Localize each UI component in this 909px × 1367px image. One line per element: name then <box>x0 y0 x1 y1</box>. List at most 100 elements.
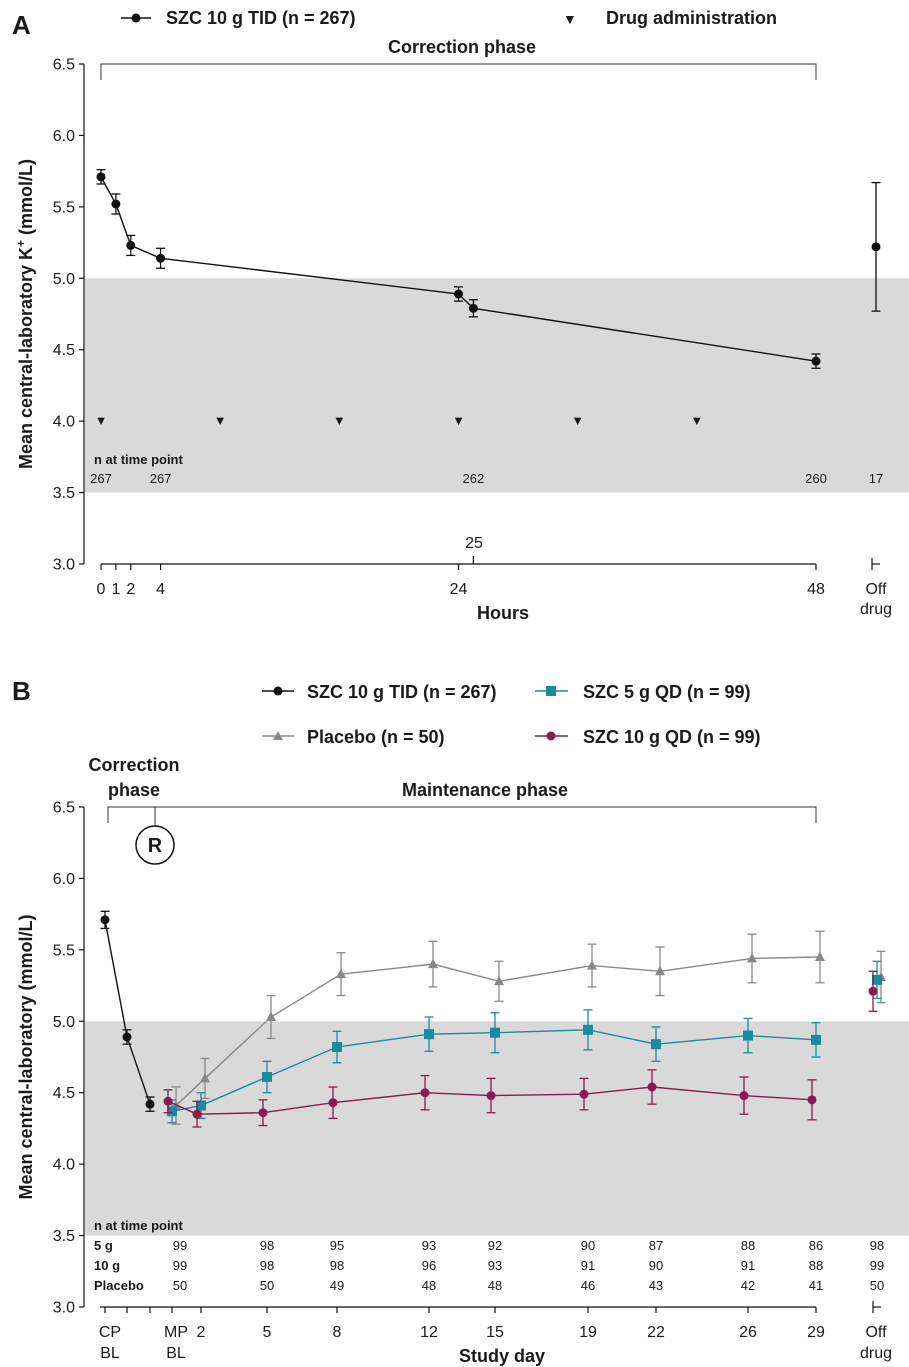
legend-marker-placebo <box>273 731 283 740</box>
n-value-a: 267 <box>150 471 172 486</box>
data-point-square-1a8a9e <box>424 1029 434 1040</box>
n-value-b: 90 <box>581 1238 595 1253</box>
y-axis-title-b: Mean central-laboratory (mmol/L) <box>16 914 36 1199</box>
data-point-triangle-888888 <box>200 1072 210 1083</box>
panel-letter-b: B <box>12 676 31 706</box>
panel-letter-a: A <box>12 10 31 40</box>
x-tick-label-b: 2 <box>197 1324 206 1341</box>
normal-range-band-a <box>85 278 909 493</box>
x-tick-label-b: 26 <box>739 1324 757 1341</box>
n-value-b: 48 <box>422 1278 436 1293</box>
n-value-b: 98 <box>260 1238 274 1253</box>
data-point-circle-8b1a4e <box>647 1082 657 1092</box>
series-line-square-1a8a9e <box>171 1029 817 1112</box>
n-value-b: 91 <box>741 1258 755 1273</box>
n-value-b: 99 <box>173 1238 187 1253</box>
y-axis-a: 3.0 3.5 4.0 4.5 5.0 5.5 6.0 6.5 <box>53 57 85 574</box>
n-row-label: 5 g <box>94 1238 113 1253</box>
n-value-b: 42 <box>741 1278 755 1293</box>
y-tick-label-a: 4.0 <box>53 414 75 431</box>
panel-a: A SZC 10 g TID (n = 267) ▼ Drug administ… <box>12 8 909 623</box>
n-value-b: 46 <box>581 1278 595 1293</box>
x-tick-label-a: 48 <box>807 581 825 598</box>
cp-bl-label-1: CP <box>99 1324 121 1341</box>
data-point-triangle-888888 <box>266 1011 276 1021</box>
data-point-tid <box>156 253 166 263</box>
n-value-b: 88 <box>741 1238 755 1253</box>
n-header-b: n at time point <box>94 1218 184 1233</box>
n-value-b: 99 <box>870 1258 884 1273</box>
drug-administration-markers: ▼ ▼ ▼ ▼ ▼ ▼ <box>95 413 704 428</box>
series-line-circle-8b1a4e <box>167 1086 813 1115</box>
n-value-b: 93 <box>422 1238 436 1253</box>
mp-bl-label-2: BL <box>166 1345 186 1362</box>
y-tick-label-a: 5.0 <box>53 271 75 288</box>
offdrug-point-square-1a8a9e <box>872 974 882 985</box>
legend-label-qd10: SZC 10 g QD (n = 99) <box>583 727 761 747</box>
correction-label-2: phase <box>108 780 160 800</box>
data-point-circle-8b1a4e <box>420 1088 430 1098</box>
y-tick-label-b: 3.0 <box>53 1300 75 1317</box>
data-point-circle-111111 <box>100 915 110 925</box>
phase-bracket-a: Correction phase <box>100 37 817 80</box>
randomization-marker: R <box>148 835 163 857</box>
cp-bl-label-2: BL <box>100 1345 120 1362</box>
n-value-b: 48 <box>488 1278 502 1293</box>
y-tick-label-b: 5.5 <box>53 942 75 959</box>
n-value-b: 87 <box>649 1238 663 1253</box>
n-value-b: 92 <box>488 1238 502 1253</box>
n-value-b: 96 <box>422 1258 436 1273</box>
data-point-square-1a8a9e <box>743 1030 753 1041</box>
n-value-b: 98 <box>870 1238 884 1253</box>
data-point-tid <box>468 303 478 313</box>
y-tick-label-b: 6.5 <box>53 800 75 817</box>
y-tick-label-a: 5.5 <box>53 199 75 216</box>
n-value-b: 98 <box>330 1258 344 1273</box>
legend-label-tid: SZC 10 g TID (n = 267) <box>166 8 356 28</box>
n-value-b: 93 <box>488 1258 502 1273</box>
drug-marker: ▼ <box>690 413 703 428</box>
data-point-circle-8b1a4e <box>486 1091 496 1101</box>
y-tick-label-a: 3.5 <box>53 485 75 502</box>
n-value-b: 90 <box>649 1258 663 1273</box>
drug-marker: ▼ <box>214 413 227 428</box>
panel-b: B SZC 10 g TID (n = 267) SZC 5 g QD (n =… <box>12 676 909 1366</box>
data-point-offdrug <box>871 242 881 252</box>
data-point-square-1a8a9e <box>167 1106 177 1117</box>
n-row-a: 267 267 262 260 17 <box>90 471 883 486</box>
n-value-b: 49 <box>330 1278 344 1293</box>
x-tick-label-25: 25 <box>465 535 483 552</box>
n-row-label: Placebo <box>94 1278 144 1293</box>
randomization-circle <box>135 825 175 865</box>
x-tick-label-b: 29 <box>807 1324 825 1341</box>
x-tick-label-a: 2 <box>126 581 135 598</box>
y-tick-label-a: 3.0 <box>53 557 75 574</box>
normal-range-band-b <box>85 1021 909 1236</box>
n-value-b: 41 <box>809 1278 823 1293</box>
legend-b: SZC 10 g TID (n = 267) SZC 5 g QD (n = 9… <box>262 682 761 747</box>
mp-bl-label-1: MP <box>164 1324 188 1341</box>
data-point-square-1a8a9e <box>262 1072 272 1082</box>
y-tick-label-b: 6.0 <box>53 871 75 888</box>
data-point-tid <box>96 172 106 182</box>
n-value-b: 50 <box>260 1278 274 1293</box>
legend-marker-qd10 <box>546 731 556 741</box>
y-tick-label-a: 6.5 <box>53 57 75 74</box>
n-value-b: 50 <box>870 1278 884 1293</box>
off-drug-label-b-1: Off <box>865 1324 887 1341</box>
x-axis-a: 0 1 2 4 24 48 <box>97 556 880 598</box>
data-point-square-1a8a9e <box>196 1100 206 1111</box>
data-point-circle-8b1a4e <box>579 1089 589 1099</box>
offdrug-point-circle-8b1a4e <box>868 986 878 996</box>
x-tick-label-b: 22 <box>647 1324 665 1341</box>
data-point-tid <box>811 356 821 366</box>
legend-label-tid-b: SZC 10 g TID (n = 267) <box>307 682 497 702</box>
data-point-triangle-888888 <box>655 965 665 976</box>
x-axis-title-b: Study day <box>459 1346 545 1366</box>
legend-marker-tid <box>131 13 141 23</box>
x-tick-label-b: 19 <box>579 1324 597 1341</box>
n-value-b: 91 <box>581 1258 595 1273</box>
legend-marker-qd5 <box>546 686 556 696</box>
n-value-a: 17 <box>869 471 883 486</box>
x-tick-label-b: 12 <box>420 1324 438 1341</box>
